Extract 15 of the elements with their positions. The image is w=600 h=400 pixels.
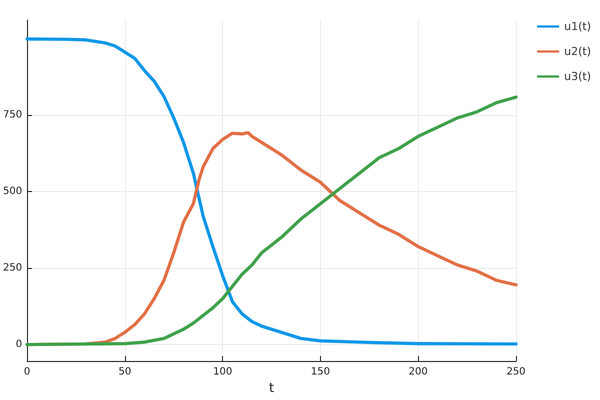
x-tick-label: 250	[506, 366, 526, 378]
x-tick-label: 0	[24, 366, 30, 378]
x-axis-title: t	[268, 381, 274, 396]
legend-label: u3(t)	[564, 70, 592, 83]
x-tick-label: 50	[118, 366, 132, 378]
x-tick-label: 200	[408, 366, 428, 378]
y-tick-label: 750	[2, 109, 22, 120]
y-tick-label: 0	[16, 339, 22, 350]
line-series	[25, 37, 518, 346]
x-tick-label: 100	[213, 366, 232, 378]
legend-label: u1(t)	[564, 20, 592, 33]
y-tick-label: 500	[2, 186, 22, 197]
y-tick-label: 250	[2, 262, 22, 274]
legend-label: u2(t)	[564, 45, 592, 58]
x-tick-label: 150	[310, 366, 330, 378]
